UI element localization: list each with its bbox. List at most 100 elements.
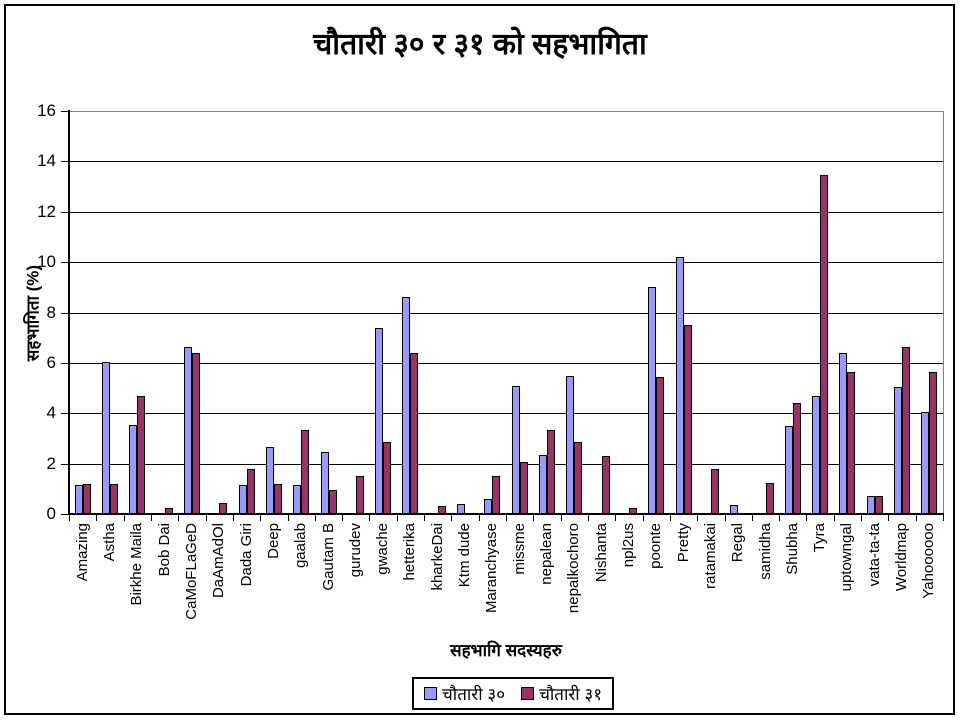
bar bbox=[812, 395, 821, 514]
bar bbox=[710, 468, 719, 514]
x-category-label: Amazing bbox=[73, 523, 91, 582]
x-category-label: Pretty bbox=[674, 523, 692, 563]
bar bbox=[246, 468, 255, 514]
x-category-label: Worldmap bbox=[893, 523, 910, 592]
bar bbox=[921, 412, 930, 514]
x-axis-tick bbox=[751, 515, 753, 521]
y-axis-tick bbox=[61, 111, 69, 112]
legend-item: चौतारी ३० bbox=[424, 682, 505, 705]
x-axis-tick bbox=[615, 515, 617, 521]
bar bbox=[484, 498, 493, 514]
bar bbox=[293, 485, 302, 514]
x-axis-tick bbox=[260, 515, 262, 521]
chart-title: चौतारी ३० र ३१ को सहभागिता bbox=[313, 28, 647, 61]
x-category-label: gwache bbox=[374, 523, 392, 575]
y-axis-tick bbox=[61, 413, 69, 415]
bar bbox=[164, 507, 173, 514]
bar bbox=[238, 485, 247, 514]
gridline bbox=[69, 262, 943, 264]
x-axis-tick bbox=[779, 515, 781, 521]
bar bbox=[566, 375, 575, 514]
bar bbox=[894, 386, 902, 514]
bar bbox=[539, 454, 547, 514]
legend: चौतारी ३० चौतारी ३१ bbox=[412, 677, 615, 710]
bar bbox=[437, 506, 446, 514]
x-category-label: gaalab bbox=[292, 523, 310, 569]
legend-label: चौतारी ३१ bbox=[539, 685, 603, 704]
y-tick-label: 2 bbox=[46, 453, 56, 473]
y-tick-label: 10 bbox=[37, 252, 56, 272]
bar bbox=[137, 395, 146, 514]
x-category-label: Nishanta bbox=[592, 523, 610, 583]
x-axis-tick bbox=[915, 515, 917, 521]
y-axis-tick bbox=[61, 312, 69, 314]
x-axis-title: सहभागि सदस्यहरु bbox=[450, 641, 562, 660]
bar bbox=[648, 287, 657, 514]
x-category-label: kharkeDai bbox=[428, 523, 446, 591]
bar bbox=[402, 297, 411, 514]
bar bbox=[457, 503, 465, 514]
legend-item: चौतारी ३१ bbox=[521, 682, 602, 705]
bar bbox=[191, 352, 200, 514]
bar bbox=[628, 507, 637, 514]
y-tick-label: 8 bbox=[46, 302, 56, 322]
bar bbox=[320, 452, 329, 514]
x-category-label: Astha bbox=[101, 523, 118, 562]
x-axis-tick bbox=[451, 515, 453, 521]
bar bbox=[574, 442, 583, 514]
bar bbox=[902, 346, 910, 514]
x-category-label: gurudev bbox=[346, 523, 364, 578]
y-tick-label: 14 bbox=[37, 151, 56, 171]
x-axis-tick bbox=[888, 515, 890, 521]
bar bbox=[129, 424, 138, 514]
x-category-label: Yahoooooo bbox=[920, 523, 938, 599]
x-axis-tick bbox=[123, 515, 125, 521]
bar bbox=[547, 429, 555, 514]
bar bbox=[866, 496, 875, 514]
x-category-label: DaAmAdOl bbox=[210, 523, 228, 599]
bar bbox=[102, 361, 110, 514]
x-axis-tick bbox=[697, 515, 699, 521]
bar bbox=[328, 490, 337, 514]
x-category-label: Ktm dude bbox=[456, 523, 473, 588]
x-category-label: Gautam B bbox=[319, 523, 337, 591]
x-axis-tick bbox=[833, 515, 835, 521]
bar bbox=[847, 371, 856, 514]
x-category-label: missme bbox=[510, 523, 528, 575]
x-category-label: nepalkochoro bbox=[565, 523, 583, 614]
bar bbox=[792, 403, 801, 514]
x-axis-tick bbox=[150, 515, 152, 521]
bar bbox=[929, 371, 938, 514]
x-axis-tick bbox=[669, 515, 671, 521]
legend-label: चौतारी ३० bbox=[442, 685, 506, 704]
bar bbox=[410, 352, 419, 514]
y-axis-tick bbox=[61, 161, 69, 163]
gridline bbox=[69, 312, 943, 314]
x-category-label: poonte bbox=[647, 523, 665, 569]
x-axis-tick bbox=[724, 515, 726, 521]
x-axis-tick bbox=[861, 515, 863, 521]
bar bbox=[601, 456, 610, 514]
x-category-label: Maranchyase bbox=[483, 523, 501, 614]
bar bbox=[183, 346, 192, 514]
x-axis-tick bbox=[342, 515, 344, 521]
x-axis-tick bbox=[424, 515, 426, 521]
bar bbox=[519, 462, 528, 514]
x-axis-tick bbox=[806, 515, 808, 521]
x-category-label: npl2us bbox=[619, 523, 637, 568]
bar bbox=[874, 496, 883, 514]
x-axis-tick bbox=[587, 515, 589, 521]
x-axis-tick bbox=[560, 515, 562, 521]
y-tick-label: 6 bbox=[46, 352, 56, 372]
bar bbox=[839, 352, 848, 514]
y-tick-label: 12 bbox=[37, 201, 56, 221]
bar bbox=[820, 175, 829, 514]
y-tick-label: 0 bbox=[46, 504, 56, 523]
y-tick-label: 16 bbox=[37, 101, 56, 120]
x-axis-tick bbox=[232, 515, 234, 521]
bar bbox=[301, 429, 310, 514]
y-axis-line bbox=[68, 110, 70, 515]
x-axis-tick bbox=[533, 515, 535, 521]
x-category-label: ratamakai bbox=[701, 523, 719, 589]
